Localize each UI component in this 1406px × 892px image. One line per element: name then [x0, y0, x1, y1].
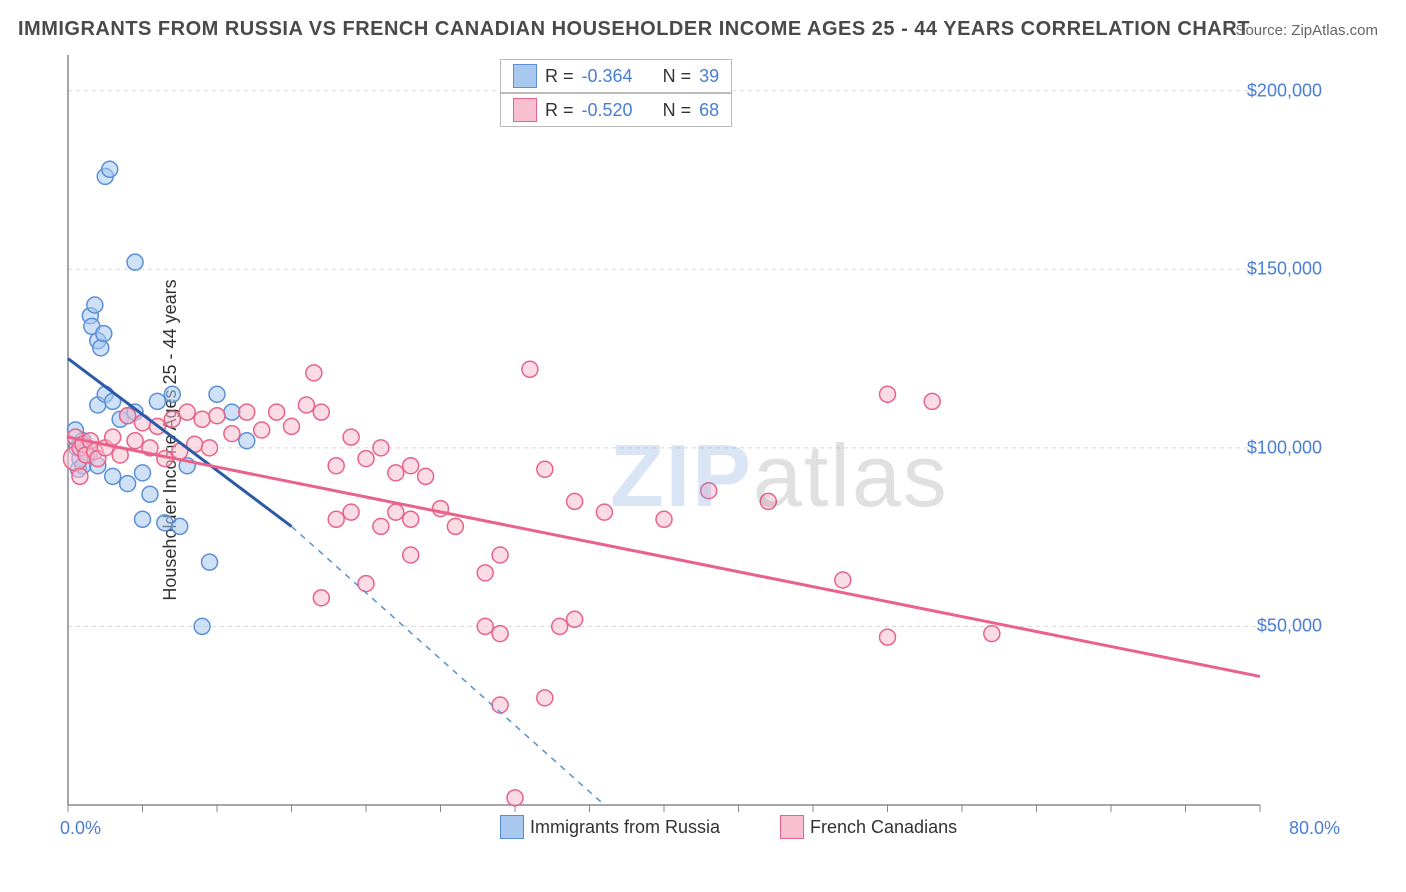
bottom-legend-label-1: Immigrants from Russia [530, 817, 720, 838]
bottom-legend-label-2: French Canadians [810, 817, 957, 838]
y-tick: $200,000 [1247, 80, 1322, 101]
legend-swatch-series-2 [513, 98, 537, 122]
chart-title: IMMIGRANTS FROM RUSSIA VS FRENCH CANADIA… [18, 18, 1250, 41]
n-value-1: 39 [699, 66, 719, 87]
bottom-legend-item-1: Immigrants from Russia [500, 815, 720, 839]
x-tick-max: 80.0% [1289, 818, 1340, 839]
n-value-2: 68 [699, 100, 719, 121]
plot-area: R = -0.364 N = 39 R = -0.520 N = 68 ZIPa… [60, 55, 1340, 845]
chart-container: IMMIGRANTS FROM RUSSIA VS FRENCH CANADIA… [0, 0, 1406, 892]
r-value-2: -0.520 [582, 100, 633, 121]
bottom-swatch-2 [780, 815, 804, 839]
y-tick: $150,000 [1247, 259, 1322, 280]
y-tick: $50,000 [1257, 616, 1322, 637]
n-label-1: N = [663, 66, 692, 87]
r-value-1: -0.364 [582, 66, 633, 87]
scatter-svg [60, 55, 1340, 845]
x-tick-min: 0.0% [60, 818, 101, 839]
legend-swatch-series-1 [513, 64, 537, 88]
n-label-2: N = [663, 100, 692, 121]
bottom-swatch-1 [500, 815, 524, 839]
r-label-1: R = [545, 66, 574, 87]
stats-legend-row-1: R = -0.364 N = 39 [500, 59, 732, 93]
stats-legend-row-2: R = -0.520 N = 68 [500, 93, 732, 127]
r-label-2: R = [545, 100, 574, 121]
bottom-legend-item-2: French Canadians [780, 815, 957, 839]
y-tick: $100,000 [1247, 437, 1322, 458]
source-attribution: Source: ZipAtlas.com [1235, 22, 1378, 39]
